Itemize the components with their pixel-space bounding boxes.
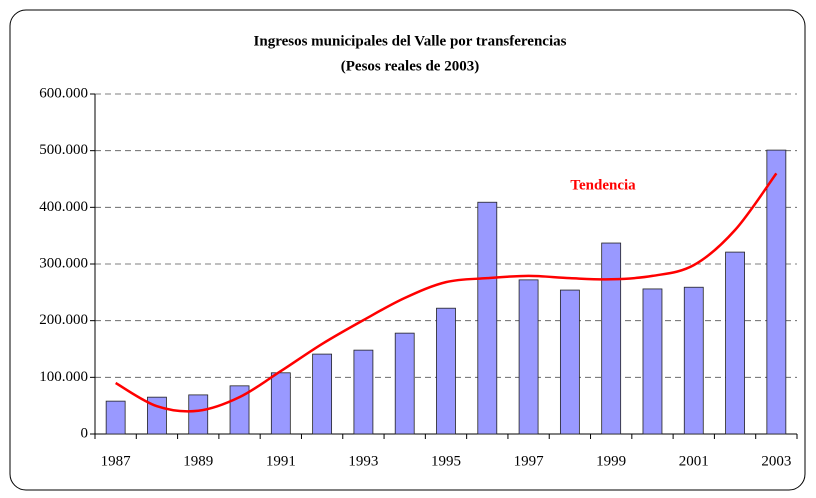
x-tick-label: 1997 [514, 453, 545, 469]
bar [683, 286, 704, 435]
bar [105, 400, 126, 435]
bar [353, 349, 374, 435]
y-tick-label: 200.000 [39, 312, 88, 328]
x-tick-label: 1995 [431, 453, 461, 469]
x-tick-label: 2003 [761, 453, 791, 469]
y-tick-label: 0 [81, 425, 89, 441]
x-tick-label: 1989 [183, 453, 213, 469]
y-tick-label: 100.000 [39, 369, 88, 385]
bar [477, 201, 498, 435]
y-tick-label: 300.000 [39, 255, 88, 271]
x-tick-label: 2001 [679, 453, 709, 469]
bar [518, 279, 539, 435]
x-tick-label: 1999 [596, 453, 626, 469]
chart-subtitle: (Pesos reales de 2003) [341, 58, 479, 74]
trend-label: Tendencia [570, 177, 636, 193]
x-tick-label: 1993 [348, 453, 378, 469]
bar [147, 396, 167, 435]
bar [188, 394, 209, 435]
bar [312, 353, 333, 435]
bar [394, 332, 415, 435]
bar [229, 385, 250, 435]
bar [642, 288, 663, 435]
x-tick-label: 1991 [266, 453, 296, 469]
x-tick-label: 1987 [101, 453, 132, 469]
bar [766, 149, 787, 435]
chart-title: Ingresos municipales del Valle por trans… [254, 33, 567, 49]
bar [559, 289, 580, 435]
y-tick-label: 400.000 [39, 199, 88, 215]
bar [601, 242, 622, 435]
bar [270, 372, 291, 435]
y-tick-label: 600.000 [39, 85, 88, 101]
y-tick-label: 500.000 [39, 142, 88, 158]
trend-line [115, 172, 778, 413]
bar [725, 251, 745, 435]
bar [436, 307, 456, 435]
